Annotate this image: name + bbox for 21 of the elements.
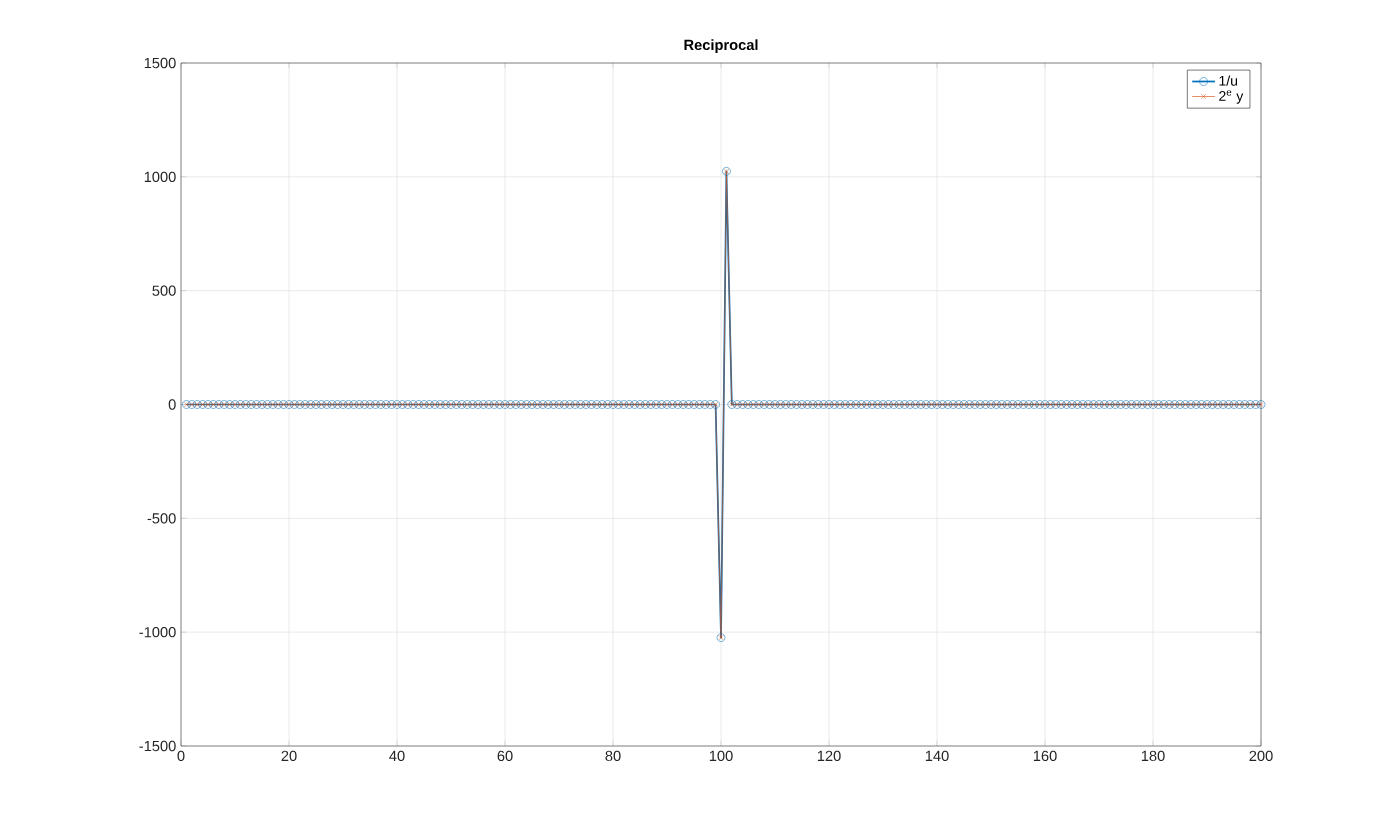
x-tick-label: 80 xyxy=(605,750,621,762)
x-tick-label: 160 xyxy=(1033,750,1057,762)
x-tick-label: 40 xyxy=(389,750,405,762)
y-tick-label: 1500 xyxy=(144,57,176,69)
y-tick-label: 500 xyxy=(152,285,176,296)
y-tick-label: -1500 xyxy=(139,740,176,752)
chart-title: Reciprocal xyxy=(684,39,758,53)
x-tick-label: 0 xyxy=(177,750,185,762)
y-tick-label: 1000 xyxy=(144,171,176,183)
x-tick-label: 100 xyxy=(709,750,733,762)
y-tick-label: -1000 xyxy=(139,626,176,638)
y-tick-label: 0 xyxy=(168,399,176,410)
y-tick-label: -500 xyxy=(147,513,176,524)
x-tick-label: 200 xyxy=(1249,750,1273,762)
x-tick-label: 20 xyxy=(281,750,297,762)
legend-label: 1/u xyxy=(1219,75,1238,86)
x-tick-label: 180 xyxy=(1141,750,1165,762)
x-tick-label: 60 xyxy=(497,750,513,762)
legend-label: 2$^{e}$ y xyxy=(1219,90,1244,104)
x-tick-label: 120 xyxy=(817,750,841,762)
x-tick-label: 140 xyxy=(925,750,949,762)
